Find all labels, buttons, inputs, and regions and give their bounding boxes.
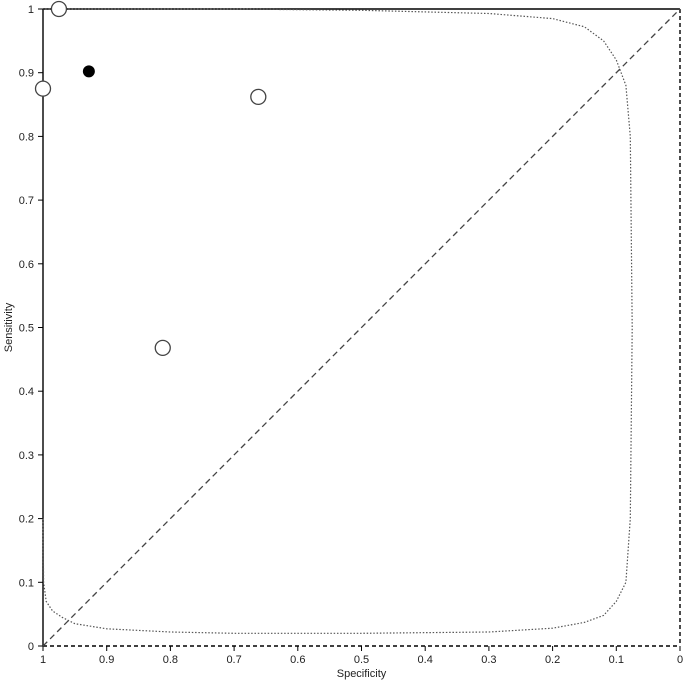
y-tick-label: 0 [28, 641, 34, 653]
study-point [250, 88, 267, 106]
y-axis-title: Sensitivity [3, 302, 15, 352]
x-tick-label: 0 [677, 654, 683, 666]
y-tick-label: 0.5 [19, 323, 34, 335]
x-tick-label: 0.8 [163, 654, 178, 666]
x-tick-label: 0.9 [99, 654, 114, 666]
summary-point [82, 65, 95, 78]
study-point [34, 80, 52, 97]
x-tick-label: 0.4 [418, 654, 433, 666]
x-tick-label: 0.3 [481, 654, 496, 666]
reference-diagonal [42, 8, 681, 647]
y-tick-label: 0.4 [19, 386, 34, 398]
y-tick-label: 0.9 [19, 68, 34, 80]
x-tick-label: 0.7 [226, 654, 241, 666]
x-tick-label: 0.6 [290, 654, 305, 666]
x-tick-label: 0.2 [545, 654, 560, 666]
x-tick-label: 1 [40, 654, 46, 666]
study-point [154, 339, 171, 357]
y-tick-label: 0.6 [19, 259, 34, 271]
y-tick-label: 0.7 [19, 195, 34, 207]
y-tick-label: 0.2 [19, 514, 34, 526]
y-tick-label: 0.3 [19, 450, 34, 462]
y-tick-label: 0.1 [19, 577, 34, 589]
x-tick-label: 0.1 [609, 654, 624, 666]
study-point [50, 0, 68, 18]
x-axis-title: Specificity [337, 668, 387, 680]
y-tick-label: 1 [28, 4, 34, 16]
x-tick-label: 0.5 [354, 654, 369, 666]
confidence-region [42, 8, 633, 634]
y-tick-label: 0.8 [19, 131, 34, 143]
